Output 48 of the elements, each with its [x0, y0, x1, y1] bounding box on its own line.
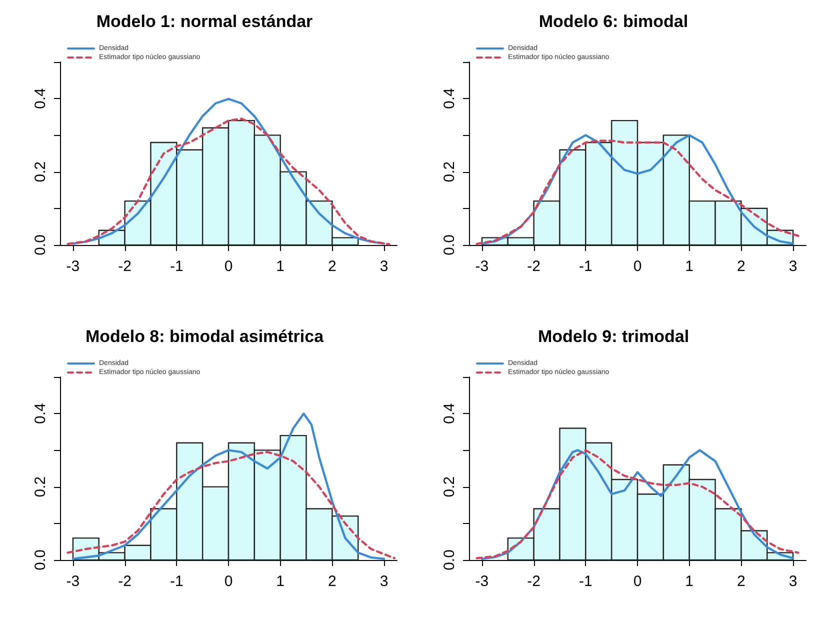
x-tick-label: -3	[475, 258, 489, 275]
x-tick-label: -2	[118, 573, 132, 590]
line-series	[66, 450, 396, 560]
x-tick-label: 0	[633, 573, 642, 590]
y-tick-label: 0.0	[32, 234, 49, 256]
x-tick-label: 2	[737, 573, 746, 590]
line-series	[66, 118, 390, 246]
y-tick-label: 0.0	[441, 550, 458, 570]
x-tick-label: 2	[328, 573, 336, 590]
x-tick-label: 3	[788, 258, 798, 275]
y-tick-label: 0.4	[32, 403, 49, 424]
x-tick-label: 3	[380, 573, 388, 590]
x-tick-label: -3	[475, 573, 489, 590]
x-tick-label: -1	[170, 573, 184, 590]
y-tick-label: 0.2	[441, 161, 458, 182]
x-tick-label: 0	[633, 258, 642, 275]
x-tick-label: 1	[276, 573, 285, 590]
x-tick-label: -1	[578, 258, 592, 275]
chart-title: Modelo 8: bimodal asimétrica	[85, 327, 324, 346]
chart-title: Modelo 9: trimodal	[538, 327, 690, 346]
x-tick-label: -2	[527, 258, 540, 275]
y-tick-label: 0.2	[32, 476, 49, 498]
chart-title: Modelo 1: normal estándar	[96, 12, 314, 31]
y-tick-label: 0.2	[441, 476, 458, 498]
x-tick-label: -1	[170, 258, 184, 275]
x-tick-label: -3	[66, 573, 80, 590]
x-tick-label: 2	[737, 258, 746, 275]
x-tick-label: 2	[328, 258, 336, 275]
x-tick-label: 3	[380, 258, 388, 275]
x-tick-label: -2	[118, 258, 132, 275]
line-series	[72, 98, 386, 245]
x-tick-label: 1	[685, 258, 694, 275]
y-tick-label: 0.0	[32, 550, 49, 570]
x-tick-label: 1	[276, 258, 285, 275]
chart-title: Modelo 6: bimodal	[538, 12, 688, 31]
x-tick-label: 3	[788, 573, 798, 590]
y-tick-label: 0.4	[441, 88, 458, 110]
y-tick-label: 0.2	[32, 161, 49, 182]
x-tick-label: -1	[578, 573, 592, 590]
line-series	[72, 412, 386, 560]
x-tick-label: -2	[527, 573, 540, 590]
y-tick-label: 0.4	[441, 403, 458, 424]
x-tick-label: 0	[224, 573, 233, 590]
y-tick-label: 0.4	[32, 88, 49, 110]
x-tick-label: -3	[66, 258, 80, 275]
x-tick-label: 0	[224, 258, 233, 275]
y-tick-label: 0.0	[441, 234, 458, 256]
x-tick-label: 1	[685, 573, 694, 590]
